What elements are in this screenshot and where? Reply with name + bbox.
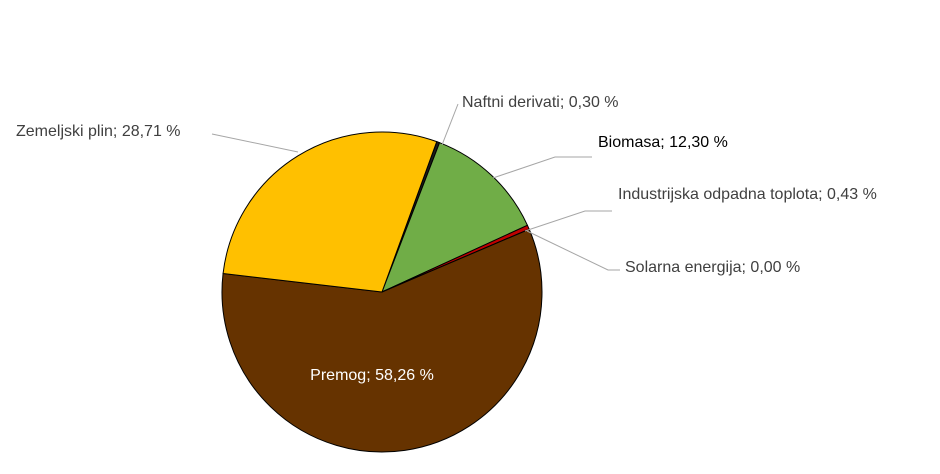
label-separator: ;	[742, 259, 751, 276]
data-label: Naftni derivati; 0,30 %	[462, 94, 619, 111]
label-category: Premog	[310, 367, 366, 384]
label-separator: ;	[366, 367, 375, 384]
pie-slice	[221, 228, 543, 453]
label-category: Biomasa	[598, 134, 660, 151]
label-value: 0,43 %	[827, 186, 877, 203]
label-category: Industrijska odpadna toplota	[618, 186, 818, 203]
label-value: 0,30 %	[569, 94, 619, 111]
leader-line	[211, 133, 299, 153]
label-category: Solarna energija	[625, 259, 742, 276]
data-label: Biomasa; 12,30 %	[598, 134, 728, 151]
pie-slice	[222, 131, 438, 293]
data-label: Solarna energija; 0,00 %	[625, 259, 800, 276]
label-value: 28,71 %	[122, 123, 181, 140]
label-separator: ;	[660, 134, 669, 151]
leader-line	[524, 210, 612, 232]
pie-slice	[381, 142, 529, 293]
label-value: 12,30 %	[669, 134, 728, 151]
label-category: Naftni derivati	[462, 94, 560, 111]
label-category: Zemeljski plin	[16, 123, 113, 140]
label-separator: ;	[818, 186, 827, 203]
data-label: Zemeljski plin; 28,71 %	[16, 123, 181, 140]
label-value: 0,00 %	[750, 259, 800, 276]
label-separator: ;	[560, 94, 569, 111]
data-label: Premog; 58,26 %	[310, 367, 434, 384]
label-value: 58,26 %	[375, 367, 434, 384]
label-separator: ;	[113, 123, 122, 140]
leader-line	[441, 103, 459, 146]
leader-line	[526, 230, 620, 271]
data-label: Industrijska odpadna toplota; 0,43 %	[618, 186, 877, 203]
leader-line	[492, 156, 592, 179]
